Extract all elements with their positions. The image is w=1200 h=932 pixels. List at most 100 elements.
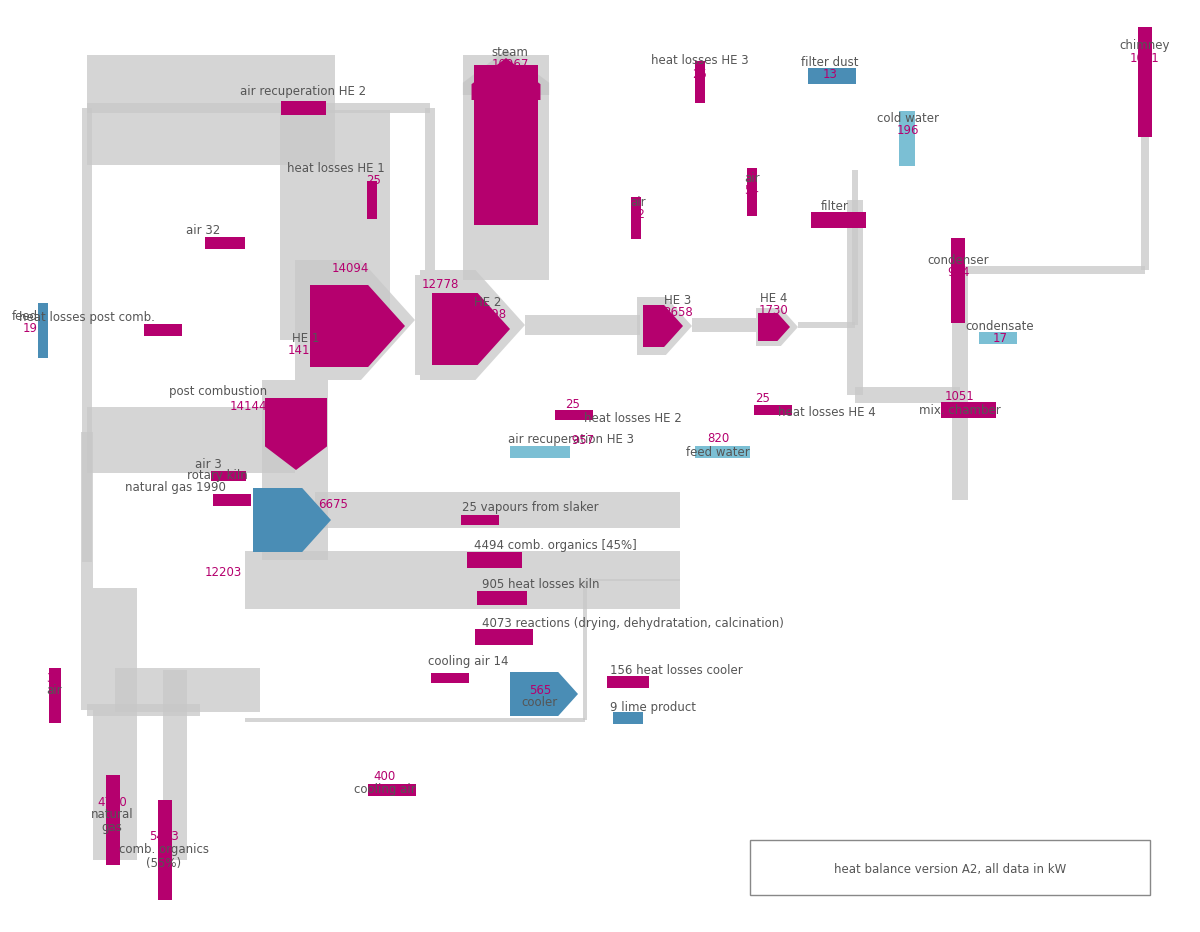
Text: rotary kiln: rotary kiln <box>187 470 248 483</box>
Bar <box>631 197 641 239</box>
Text: chimney: chimney <box>1120 39 1170 52</box>
Text: 2658: 2658 <box>664 307 692 320</box>
Bar <box>899 111 916 166</box>
Bar <box>960 266 1145 274</box>
Bar <box>692 318 756 332</box>
Text: (55%): (55%) <box>146 857 181 870</box>
Bar <box>88 406 295 473</box>
Text: air: air <box>630 196 646 209</box>
Bar <box>88 103 430 113</box>
Text: 10967: 10967 <box>491 58 529 71</box>
Bar <box>583 580 587 720</box>
Text: 17: 17 <box>992 332 1008 345</box>
Bar <box>88 55 335 165</box>
Bar <box>158 800 172 900</box>
Bar <box>1141 50 1150 270</box>
Bar <box>461 515 499 525</box>
Text: 19: 19 <box>23 322 38 335</box>
Bar <box>425 108 436 270</box>
Bar <box>854 387 960 403</box>
Bar <box>115 667 260 712</box>
Polygon shape <box>310 285 406 367</box>
Text: cooling air 14: cooling air 14 <box>427 655 508 668</box>
Text: 14144: 14144 <box>229 400 266 413</box>
Text: 25: 25 <box>565 398 580 410</box>
Bar <box>214 494 251 506</box>
Text: heat losses HE 3: heat losses HE 3 <box>652 53 749 66</box>
Bar <box>952 238 965 322</box>
Bar <box>467 552 522 568</box>
Text: 5493: 5493 <box>149 829 179 843</box>
Bar <box>979 332 1018 344</box>
Text: 974: 974 <box>947 266 970 279</box>
Text: feed: feed <box>12 309 38 322</box>
Text: 957: 957 <box>568 433 594 446</box>
Polygon shape <box>432 293 510 365</box>
Text: 25: 25 <box>692 67 708 80</box>
Text: filter dust: filter dust <box>802 56 859 68</box>
Polygon shape <box>643 305 683 347</box>
Text: 905 heat losses kiln: 905 heat losses kiln <box>482 579 600 592</box>
Text: 13: 13 <box>822 68 838 81</box>
Polygon shape <box>253 488 331 552</box>
Text: 31: 31 <box>47 671 61 684</box>
Polygon shape <box>758 313 790 341</box>
Bar <box>474 65 539 225</box>
Text: 1051: 1051 <box>946 390 974 403</box>
Polygon shape <box>637 297 692 355</box>
Text: 54: 54 <box>744 184 760 197</box>
Bar <box>847 200 863 395</box>
Text: steam: steam <box>492 46 528 59</box>
Text: 565: 565 <box>529 683 551 696</box>
Bar <box>746 168 757 216</box>
Polygon shape <box>463 50 550 95</box>
Text: mix. chamber: mix. chamber <box>919 404 1001 417</box>
Text: 50: 50 <box>148 325 162 338</box>
Bar <box>144 324 182 336</box>
Bar <box>510 446 570 458</box>
Text: 791: 791 <box>823 213 846 226</box>
Text: 1323: 1323 <box>288 100 318 113</box>
Bar <box>475 629 533 645</box>
Polygon shape <box>265 398 326 470</box>
Text: heat losses HE 4: heat losses HE 4 <box>778 405 876 418</box>
Text: heat losses HE 1: heat losses HE 1 <box>287 161 385 174</box>
Bar <box>554 410 593 420</box>
Text: 25: 25 <box>755 391 770 404</box>
Text: heat losses HE 2: heat losses HE 2 <box>584 412 682 424</box>
Text: 4494 comb. organics [45%]: 4494 comb. organics [45%] <box>474 540 637 553</box>
Text: HE 2: HE 2 <box>474 295 502 308</box>
Text: 13598: 13598 <box>469 308 506 322</box>
Polygon shape <box>295 260 415 380</box>
Bar <box>88 704 200 716</box>
Bar <box>49 667 61 722</box>
Text: 4073 reactions (drying, dehydratation, calcination): 4073 reactions (drying, dehydratation, c… <box>482 618 784 631</box>
Text: cooler: cooler <box>522 696 558 709</box>
Bar <box>810 212 865 228</box>
Bar <box>281 101 325 115</box>
Polygon shape <box>420 270 526 380</box>
Polygon shape <box>756 308 798 346</box>
Bar <box>750 840 1150 895</box>
Text: 9 lime product: 9 lime product <box>610 701 696 714</box>
Text: 1730: 1730 <box>760 304 788 317</box>
Bar <box>205 237 245 249</box>
Text: 4780: 4780 <box>97 796 127 808</box>
Bar <box>210 471 246 481</box>
Bar <box>852 170 858 325</box>
Bar <box>478 591 527 605</box>
Bar <box>952 270 968 500</box>
Text: 1051: 1051 <box>1130 51 1160 64</box>
Bar <box>163 670 187 860</box>
Text: air: air <box>744 171 760 185</box>
Text: 12778: 12778 <box>421 279 458 292</box>
Text: 12203: 12203 <box>205 566 242 579</box>
Text: HE 3: HE 3 <box>665 294 691 307</box>
Bar <box>367 181 377 219</box>
Bar <box>431 673 469 683</box>
Text: comb. organics: comb. organics <box>119 843 209 857</box>
Bar <box>808 68 856 84</box>
Text: heat losses post comb.: heat losses post comb. <box>19 311 155 324</box>
Text: HE 4: HE 4 <box>761 292 787 305</box>
Bar <box>245 551 680 609</box>
